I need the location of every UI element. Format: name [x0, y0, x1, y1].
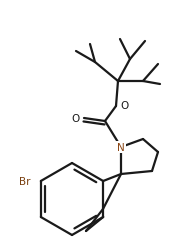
Text: O: O [120, 101, 128, 111]
Text: Br: Br [19, 176, 31, 186]
Text: O: O [72, 114, 80, 123]
Text: N: N [117, 142, 125, 152]
